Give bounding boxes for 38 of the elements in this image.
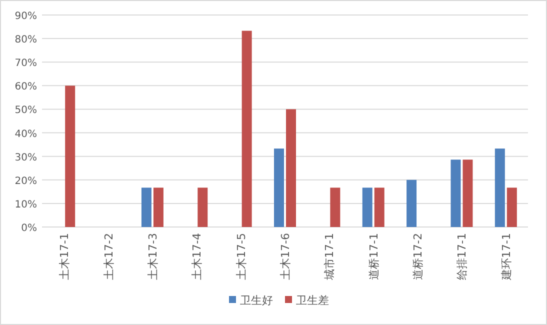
y-tick-label: 40% (14, 128, 37, 140)
y-tick-label: 0% (21, 223, 37, 234)
legend-label: 卫生差 (296, 294, 329, 307)
bar (286, 109, 296, 227)
bar (374, 188, 384, 227)
x-tick-label: 道桥17-1 (367, 233, 380, 280)
x-tick-label: 道桥17-2 (412, 233, 425, 280)
x-tick-label: 土木17-6 (279, 233, 292, 280)
x-tick-label: 土木17-1 (58, 233, 72, 280)
y-tick-label: 20% (14, 176, 37, 187)
bar (198, 188, 208, 227)
x-tick-label: 土木17-3 (146, 233, 160, 280)
y-tick-label: 60% (14, 82, 37, 93)
y-tick-label: 50% (14, 105, 37, 116)
bar (242, 30, 252, 227)
y-tick-label: 70% (14, 58, 37, 70)
bar (406, 180, 417, 227)
bar (506, 188, 517, 227)
x-tick-label: 建环17-1 (500, 233, 513, 281)
y-tick-label: 90% (14, 11, 37, 22)
bar (330, 188, 340, 227)
x-tick-label: 土木17-5 (234, 233, 248, 280)
bar (141, 188, 152, 227)
bar (462, 160, 473, 227)
y-tick-label: 80% (14, 34, 37, 46)
bar (494, 148, 505, 227)
x-tick-label: 城市17-1 (323, 233, 336, 281)
legend-label: 卫生好 (240, 294, 273, 307)
y-tick-label: 10% (14, 199, 37, 210)
bar (362, 188, 372, 227)
x-tick-label: 给排17-1 (456, 233, 469, 280)
x-tick-label: 土木17-2 (102, 233, 116, 280)
bar (450, 160, 461, 227)
bar (274, 148, 284, 227)
y-tick-label: 30% (14, 152, 37, 164)
bar (153, 188, 164, 227)
bar (65, 86, 76, 227)
x-tick-label: 土木17-4 (190, 233, 204, 280)
